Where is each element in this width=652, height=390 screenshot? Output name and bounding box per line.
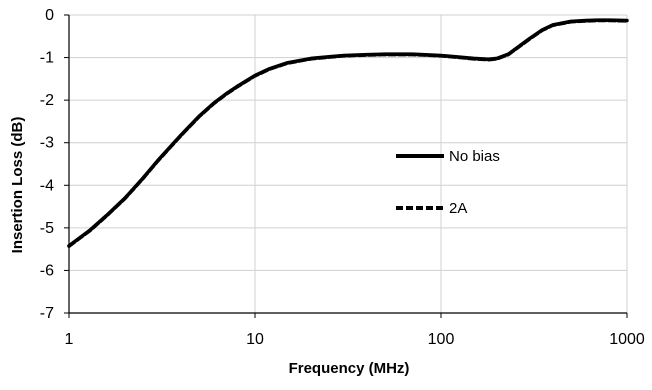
legend-label-no-bias: No bias — [449, 148, 500, 165]
legend: No bias 2A — [396, 148, 500, 217]
y-tick-label-6: -6 — [40, 262, 54, 279]
y-tick-label-0: 0 — [45, 7, 54, 24]
x-tick-label-1: 1 — [65, 331, 74, 348]
x-tick-label-1000: 1000 — [609, 331, 645, 348]
x-tick-label-100: 100 — [428, 331, 455, 348]
y-tick-label-2: -2 — [40, 92, 54, 109]
y-tick-label-7: -7 — [40, 305, 54, 322]
tick-labels: 0 -1 -2 -3 -4 -5 -6 -7 1 10 100 1000 — [40, 7, 645, 348]
y-tick-label-1: -1 — [40, 50, 54, 67]
series-line-2a — [67, 18, 629, 248]
x-axis-title: Frequency (MHz) — [289, 360, 410, 377]
legend-label-2a: 2A — [449, 200, 467, 217]
x-tick-label-10: 10 — [246, 331, 264, 348]
y-tick-label-4: -4 — [40, 177, 54, 194]
axes — [64, 14, 628, 318]
y-axis-title: Insertion Loss (dB) — [9, 117, 26, 254]
series-lines — [67, 18, 629, 248]
y-tick-label-5: -5 — [40, 220, 54, 237]
y-tick-label-3: -3 — [40, 135, 54, 152]
